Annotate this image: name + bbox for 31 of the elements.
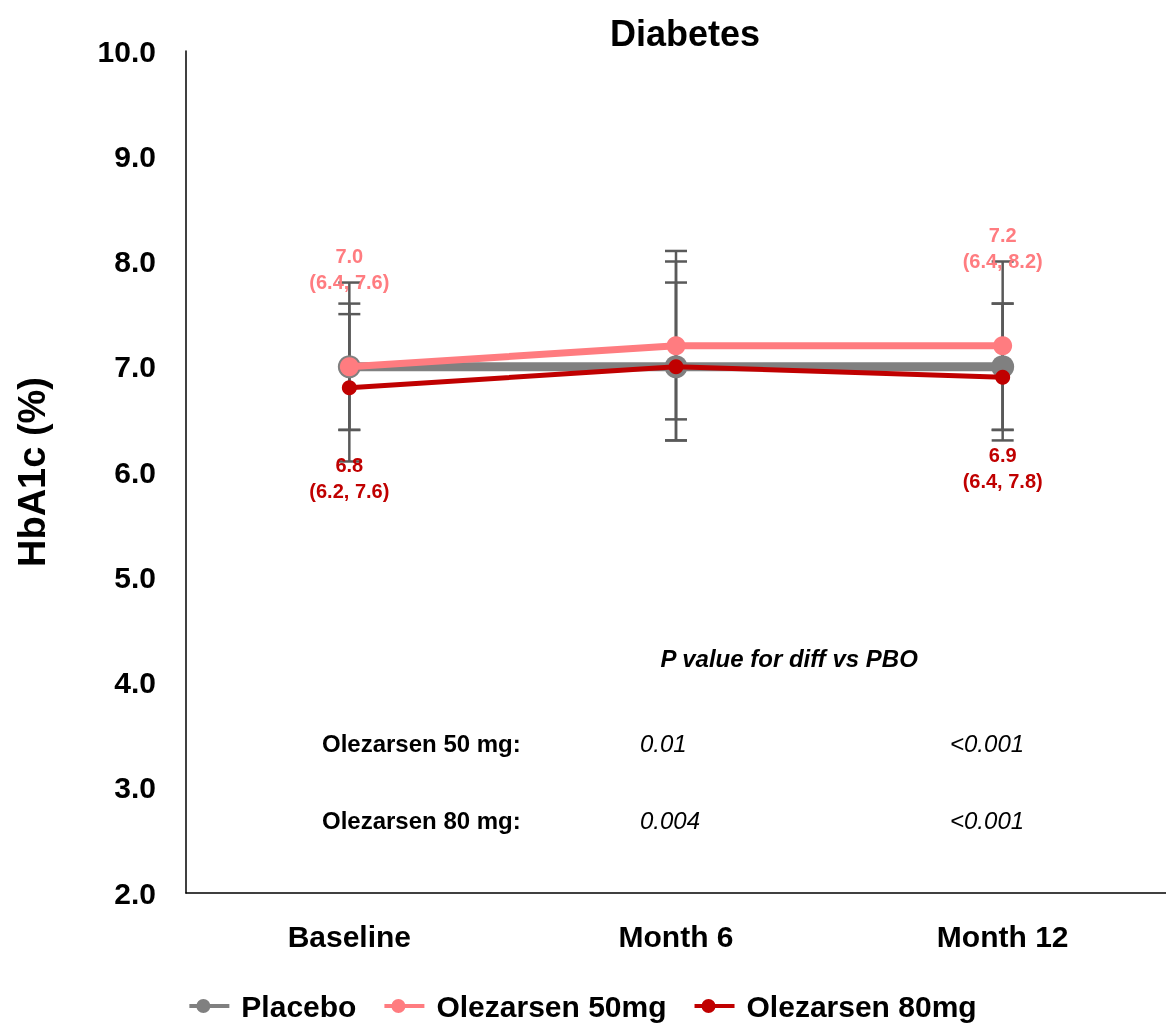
y-tick-label: 2.0	[114, 876, 156, 910]
annotation: P value for diff vs PBO	[660, 644, 919, 672]
legend-label: Placebo	[241, 989, 357, 1023]
data-label: 7.2 (6.4, 8.2)	[962, 224, 1043, 273]
x-tick-label: Month 6	[618, 919, 734, 953]
x-tick-label: Month 12	[936, 919, 1069, 953]
point	[995, 369, 1011, 385]
point	[666, 336, 686, 356]
annotation: Olezarsen 80 mg:	[322, 806, 521, 834]
annotation: 0.004	[640, 806, 701, 834]
y-tick-label: 10.0	[97, 34, 156, 68]
chart-title: Diabetes	[609, 12, 761, 54]
annotation: Olezarsen 50 mg:	[322, 729, 521, 757]
legend-label: Olezarsen 50mg	[436, 989, 667, 1023]
annotation: 0.01	[640, 729, 687, 757]
y-tick-label: 4.0	[114, 666, 156, 699]
point	[341, 380, 357, 396]
data-label: 6.9 (6.4, 7.8)	[962, 443, 1043, 492]
annotation: <0.001	[950, 729, 1025, 757]
point	[993, 336, 1013, 356]
y-tick-label: 8.0	[114, 245, 156, 278]
y-tick-label: 7.0	[114, 350, 156, 384]
y-tick-label: 5.0	[114, 560, 156, 594]
legend-label: Olezarsen 80mg	[746, 989, 977, 1023]
y-tick-label: 6.0	[114, 455, 156, 489]
y-tick-label: 3.0	[114, 771, 156, 805]
data-label: 7.0 (6.4, 7.6)	[309, 245, 390, 294]
y-axis-title: HbA1c (%)	[11, 376, 53, 568]
x-tick-label: Baseline	[287, 919, 412, 953]
y-tick-label: 9.0	[114, 139, 156, 173]
annotation: <0.001	[950, 806, 1025, 834]
